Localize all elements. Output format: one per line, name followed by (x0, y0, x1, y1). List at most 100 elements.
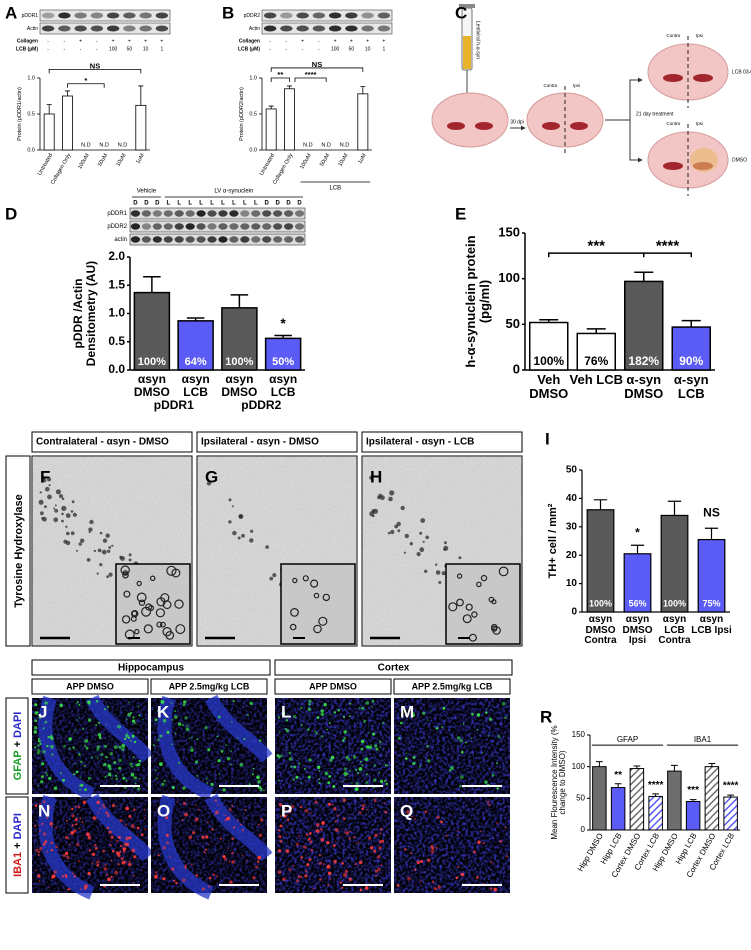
stained-cell (342, 798, 346, 802)
blot-band (155, 25, 169, 32)
group-label: GFAP (617, 735, 638, 744)
stained-cell (170, 702, 173, 705)
stained-cell (87, 700, 91, 704)
stained-cell (279, 815, 282, 817)
blot-band (196, 210, 206, 217)
stained-cell (42, 727, 45, 730)
y-axis-label-box: TH+ cell / mm² (547, 504, 559, 579)
stained-cell (135, 782, 137, 785)
stained-cell (357, 842, 360, 844)
blot-band (294, 223, 305, 230)
stained-cell (85, 747, 89, 750)
lane-label: L (166, 201, 170, 207)
cell (397, 529, 401, 533)
stained-cell (87, 871, 91, 876)
x-tick-label: αsyn LCB Contra (658, 615, 691, 646)
stained-cell (305, 833, 309, 836)
stained-cell (343, 737, 346, 740)
stained-cell (252, 876, 256, 880)
stained-cell (489, 887, 493, 891)
stained-cell (81, 727, 85, 730)
stained-cell (263, 789, 265, 792)
stained-cell (381, 839, 385, 843)
stained-cell (103, 885, 106, 888)
stained-cell (98, 736, 102, 739)
stained-cell (137, 787, 141, 791)
significance-label: * (280, 315, 286, 331)
stained-cell (412, 755, 416, 759)
stained-cell (160, 700, 165, 704)
condition-value: + (144, 38, 147, 44)
stained-cell (75, 770, 79, 774)
stained-cell (107, 877, 111, 881)
x-tick-label: Collagen Only (272, 153, 295, 186)
stained-cell (41, 822, 44, 826)
stained-cell (104, 708, 107, 711)
stained-cell (485, 709, 488, 711)
condition-value: 1 (160, 46, 163, 52)
inset-cell (302, 575, 309, 582)
blot-band (284, 210, 294, 217)
y-tick-label: 0.5 (249, 111, 257, 117)
stained-cell (109, 752, 113, 756)
x-tick-label: α-syn DMSO (624, 373, 664, 401)
blot-band (294, 236, 305, 243)
stained-cell (460, 872, 465, 877)
stained-cell (377, 867, 381, 872)
blot-band (218, 210, 228, 217)
stained-cell (287, 818, 290, 821)
stained-cell (51, 826, 53, 828)
blot-band (130, 210, 141, 217)
stained-cell (203, 851, 206, 854)
x-tick-label: Collagen Only (50, 153, 73, 186)
blot-band (106, 25, 120, 32)
blot-band (141, 223, 151, 230)
stained-cell (73, 875, 77, 878)
stained-cell (129, 739, 132, 742)
stained-cell (122, 776, 126, 780)
error-bar (268, 105, 274, 109)
y-axis-label: Mean Flourescence Intensity (% change to… (549, 725, 567, 840)
condition-value: - (269, 38, 271, 44)
stained-cell (96, 747, 100, 751)
blot-band (251, 236, 261, 243)
x-tick-label-box: αsyn LCB (182, 373, 210, 398)
blot-band (377, 12, 391, 19)
stained-cell (341, 862, 345, 865)
inset (280, 563, 356, 645)
stained-cell (96, 745, 101, 749)
stained-cell (384, 764, 387, 766)
stained-cell (190, 748, 194, 752)
blot-band (207, 223, 217, 230)
stained-cell (161, 782, 165, 787)
y-tick-label: 150 (572, 730, 586, 739)
stained-cell (436, 815, 440, 819)
panel-header: Ipsilateral - αsyn - DMSO (201, 437, 319, 448)
stained-cell (39, 802, 41, 805)
stained-cell (133, 776, 137, 780)
blot-band (90, 25, 104, 32)
cell (372, 508, 379, 514)
stained-cell (37, 739, 41, 743)
stained-cell (207, 821, 209, 824)
stained-cell (314, 800, 318, 804)
stained-cell (424, 810, 427, 813)
blot-band (74, 25, 87, 32)
bar (265, 108, 277, 151)
stained-cell (371, 706, 373, 708)
stained-cell (310, 849, 313, 852)
stained-cell (246, 714, 249, 716)
cell (119, 555, 123, 560)
panel-letter: R (540, 707, 552, 726)
cell (61, 512, 64, 516)
condition-value: + (128, 38, 131, 44)
x-tick-label: Veh LCB (569, 373, 623, 387)
stained-cell (414, 868, 417, 871)
stained-cell (430, 849, 435, 854)
blot-band (74, 12, 87, 19)
y-tick-label: 100 (498, 270, 520, 285)
error-bar (274, 334, 292, 339)
bar (704, 766, 720, 831)
header-box (31, 431, 193, 453)
cell (71, 500, 75, 504)
